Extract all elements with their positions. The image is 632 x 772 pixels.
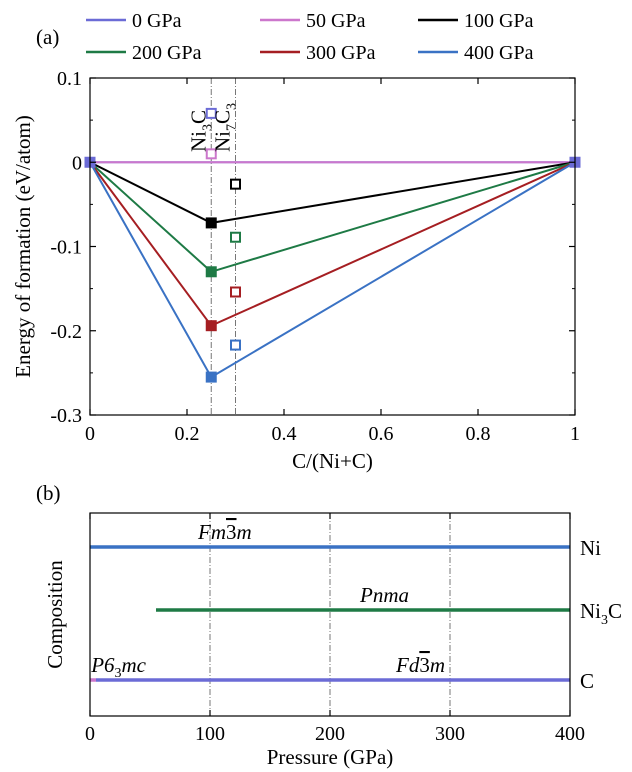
x-tick-label: 100 — [195, 723, 225, 745]
x-tick-label: 0.8 — [466, 423, 491, 445]
hull-line — [89, 161, 576, 327]
y-tick-label: 0 — [72, 152, 82, 174]
y-tick-label: -0.2 — [50, 321, 82, 343]
compound-label-mid: C — [186, 110, 210, 124]
composition-label-rest: C — [608, 599, 622, 623]
legend-label: 300 GPa — [306, 42, 376, 64]
metastable-point — [205, 148, 217, 160]
x-tick-label: 1 — [570, 423, 580, 445]
phase-label: Fm3m — [197, 520, 252, 544]
stability-lines — [90, 545, 570, 682]
composition-label-sub: 3 — [601, 613, 608, 628]
y-axis-label-a: Energy of formation (eV/atom) — [11, 115, 35, 378]
compound-guide-lines — [210, 78, 236, 415]
phase-label-rest: mc — [122, 653, 147, 677]
phase-label-bar: 3 — [419, 653, 430, 677]
stable-point — [205, 320, 217, 332]
legend-label: 50 GPa — [306, 10, 366, 32]
y-tick-label: -0.1 — [50, 237, 82, 259]
y-tick-label: 0.1 — [57, 68, 82, 90]
phase-label: Fd3m — [395, 653, 445, 677]
legend-label: 200 GPa — [132, 42, 202, 64]
phase-label-rest: m — [237, 520, 252, 544]
composition-label-base: Ni — [580, 599, 601, 623]
plot-frame-a — [89, 77, 576, 416]
axis-ticks-b: 0 100 200 300 400 — [85, 513, 585, 745]
phase-label-base: P6 — [90, 653, 115, 677]
metastable-point — [230, 178, 241, 190]
compound-label-base: Ni — [211, 131, 235, 152]
phase-label-base: Pnma — [359, 583, 409, 607]
phase-label-bar: 3 — [226, 520, 237, 544]
hull-line — [89, 161, 576, 273]
legend-label: 0 GPa — [132, 10, 182, 32]
phase-label-base: Fm — [197, 520, 226, 544]
stable-point — [205, 266, 217, 278]
x-tick-label: 0 — [85, 423, 95, 445]
phase-label: P63mc — [90, 653, 146, 681]
composition-label: Ni — [580, 536, 601, 560]
x-axis-label-a: C/(Ni+C) — [292, 449, 373, 473]
metastable-point — [230, 286, 241, 298]
metastable-point — [230, 339, 241, 351]
composition-label: C — [580, 669, 594, 693]
phase-label-sub: 3 — [115, 666, 122, 681]
metastable-point — [230, 231, 241, 243]
compound-label-sub: 7 — [225, 124, 240, 131]
x-tick-label: 0 — [85, 723, 95, 745]
x-tick-label: 0.6 — [369, 423, 394, 445]
compound-label-sub: 3 — [225, 103, 240, 110]
panel-a: (a) 0 GPa 50 GPa 100 GPa 200 GPa 300 GPa 400 … — [11, 10, 581, 473]
stable-point — [205, 371, 217, 383]
compound-label-mid: C — [211, 110, 235, 124]
composition-label: Ni3C — [580, 599, 622, 628]
metastable-point — [205, 107, 217, 119]
hull-lines — [89, 161, 576, 379]
panel-b-label: (b) — [36, 481, 61, 505]
compound-label: Ni7C3 — [211, 103, 240, 152]
phase-label-base: Fd — [395, 653, 420, 677]
panel-a-label: (a) — [36, 25, 59, 49]
data-points — [84, 107, 581, 383]
compound-label-base: Ni — [186, 131, 210, 152]
x-axis-label-b: Pressure (GPa) — [267, 745, 394, 769]
legend-label: 400 GPa — [464, 42, 534, 64]
compound-label-sub: 3 — [200, 124, 215, 131]
compound-label: Ni3C — [186, 110, 215, 152]
y-tick-label: -0.3 — [50, 405, 82, 427]
y-axis-label-b: Composition — [43, 560, 67, 669]
x-tick-label: 0.2 — [175, 423, 200, 445]
x-tick-label: 300 — [435, 723, 465, 745]
legend-label: 100 GPa — [464, 10, 534, 32]
axis-ticks-a: 0 0.2 0.4 0.6 0.8 1 0.1 0 -0.1 -0.2 -0.3 — [50, 68, 580, 445]
phase-label-rest: m — [430, 653, 445, 677]
x-tick-label: 400 — [555, 723, 585, 745]
stable-point — [205, 217, 217, 229]
x-tick-label: 0.4 — [272, 423, 297, 445]
legend: 0 GPa 50 GPa 100 GPa 200 GPa 300 GPa 400 GPa — [86, 10, 534, 64]
phase-label: Pnma — [359, 583, 409, 607]
x-tick-label: 200 — [315, 723, 345, 745]
hull-line — [89, 161, 576, 224]
